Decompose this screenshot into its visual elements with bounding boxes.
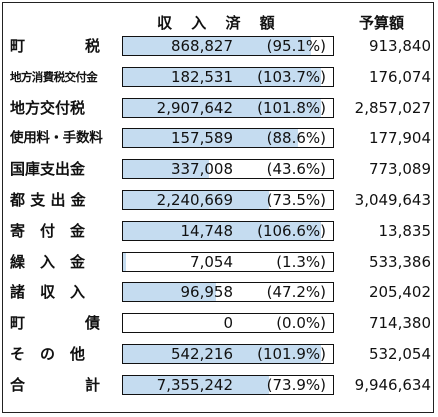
budget-amount: 2,857,027 xyxy=(354,98,431,117)
received-rate: (43.6%) xyxy=(266,160,326,179)
received-bar-frame: 7,355,242 (73.9%) xyxy=(122,374,334,395)
budget-amount: 532,054 xyxy=(368,345,431,363)
received-rate-bar xyxy=(123,67,321,86)
budget-amount: 773,089 xyxy=(368,160,431,179)
table-row: 合 計 7,355,242 (73.9%) 9,946,634 xyxy=(3,374,435,396)
received-rate: (101.8%) xyxy=(257,98,326,117)
received-rate-bar xyxy=(123,345,321,363)
column-header-received: 収 入 済 額 xyxy=(157,14,275,32)
table-row: 地方消費税交付金 182,531 (103.7%) 176,074 xyxy=(3,66,435,88)
received-rate: (47.2%) xyxy=(266,283,326,302)
received-bar-frame: 0 (0.0%) xyxy=(122,313,334,334)
received-amount: 7,054 xyxy=(190,252,233,271)
table-row: 地方交付税 2,907,642 (101.8%) 2,857,027 xyxy=(3,97,435,119)
budget-amount: 205,402 xyxy=(368,283,431,302)
row-label: 使用料・手数料 xyxy=(10,130,103,147)
budget-amount: 177,904 xyxy=(368,129,431,148)
table-row: 町 税 868,827 (95.1%) 913,840 xyxy=(3,35,435,57)
received-bar-frame: 96,958 (47.2%) xyxy=(122,282,334,303)
row-label: 国庫支出金 xyxy=(10,160,86,179)
budget-amount: 714,380 xyxy=(368,314,431,333)
received-bar-frame: 337,008 (43.6%) xyxy=(122,159,334,180)
budget-amount: 9,946,634 xyxy=(354,375,431,394)
column-header-budget: 予算額 xyxy=(359,14,405,32)
revenue-table: 収 入 済 額 予算額 町 税 868,827 (95.1%) 913,840 地方消費… xyxy=(2,2,434,413)
received-amount: 96,958 xyxy=(180,283,234,302)
row-label: 諸 収 入 xyxy=(10,283,86,302)
received-rate: (103.7%) xyxy=(257,67,326,86)
received-amount: 868,827 xyxy=(170,37,233,55)
received-amount: 337,008 xyxy=(170,160,233,179)
received-rate-bar xyxy=(123,252,126,271)
received-amount: 2,907,642 xyxy=(156,98,233,117)
received-amount: 2,240,669 xyxy=(156,191,233,209)
received-amount: 14,748 xyxy=(180,221,234,240)
received-amount: 157,589 xyxy=(170,129,233,148)
received-bar-frame: 7,054 (1.3%) xyxy=(122,251,334,272)
received-rate: (1.3%) xyxy=(276,252,326,271)
received-rate: (101.9%) xyxy=(257,345,326,363)
received-rate-bar xyxy=(123,160,210,179)
received-rate: (106.6%) xyxy=(257,221,326,240)
received-bar-frame: 14,748 (106.6%) xyxy=(122,220,334,241)
received-rate-bar xyxy=(123,191,269,209)
received-rate-bar xyxy=(123,37,312,55)
row-label: 町 税 xyxy=(10,37,101,55)
received-bar-frame: 542,216 (101.9%) xyxy=(122,344,334,364)
received-bar-frame: 157,589 (88.6%) xyxy=(122,128,334,149)
received-rate: (95.1%) xyxy=(266,37,326,55)
received-bar-frame: 2,907,642 (101.8%) xyxy=(122,97,334,118)
received-bar-frame: 182,531 (103.7%) xyxy=(122,66,334,87)
received-rate: (0.0%) xyxy=(276,314,326,333)
row-label: 寄 付 金 xyxy=(10,221,86,240)
table-row: 寄 付 金 14,748 (106.6%) 13,835 xyxy=(3,220,435,242)
row-label: 町 債 xyxy=(10,314,101,333)
row-label: 繰 入 金 xyxy=(10,252,86,271)
received-amount: 7,355,242 xyxy=(156,375,233,394)
received-rate-bar xyxy=(123,375,270,394)
table-row: 使用料・手数料 157,589 (88.6%) 177,904 xyxy=(3,127,435,149)
received-rate: (73.5%) xyxy=(266,191,326,209)
budget-amount: 3,049,643 xyxy=(354,191,431,209)
table-row: そ の 他 542,216 (101.9%) 532,054 xyxy=(3,343,435,365)
received-bar-frame: 2,240,669 (73.5%) xyxy=(122,190,334,210)
received-rate-bar xyxy=(123,129,299,148)
budget-amount: 533,386 xyxy=(368,252,431,271)
table-row: 町 債 0 (0.0%) 714,380 xyxy=(3,312,435,334)
row-label: 地方交付税 xyxy=(10,98,86,117)
received-rate: (73.9%) xyxy=(266,375,326,394)
table-row: 国庫支出金 337,008 (43.6%) 773,089 xyxy=(3,158,435,180)
row-label: 合 計 xyxy=(10,375,101,394)
table-row: 都 支 出 金 2,240,669 (73.5%) 3,049,643 xyxy=(3,189,435,211)
received-bar-frame: 868,827 (95.1%) xyxy=(122,36,334,56)
received-rate: (88.6%) xyxy=(266,129,326,148)
budget-amount: 176,074 xyxy=(368,67,431,86)
received-rate-bar xyxy=(123,283,217,302)
received-amount: 182,531 xyxy=(170,67,233,86)
budget-amount: 13,835 xyxy=(378,221,432,240)
row-label: そ の 他 xyxy=(10,345,86,363)
received-amount: 0 xyxy=(223,314,233,333)
received-amount: 542,216 xyxy=(170,345,233,363)
received-rate-bar xyxy=(123,98,321,117)
row-label: 都 支 出 金 xyxy=(10,191,86,209)
budget-amount: 913,840 xyxy=(368,37,431,55)
row-label: 地方消費税交付金 xyxy=(10,69,98,84)
table-row: 諸 収 入 96,958 (47.2%) 205,402 xyxy=(3,281,435,303)
received-rate-bar xyxy=(123,221,321,240)
table-row: 繰 入 金 7,054 (1.3%) 533,386 xyxy=(3,251,435,273)
